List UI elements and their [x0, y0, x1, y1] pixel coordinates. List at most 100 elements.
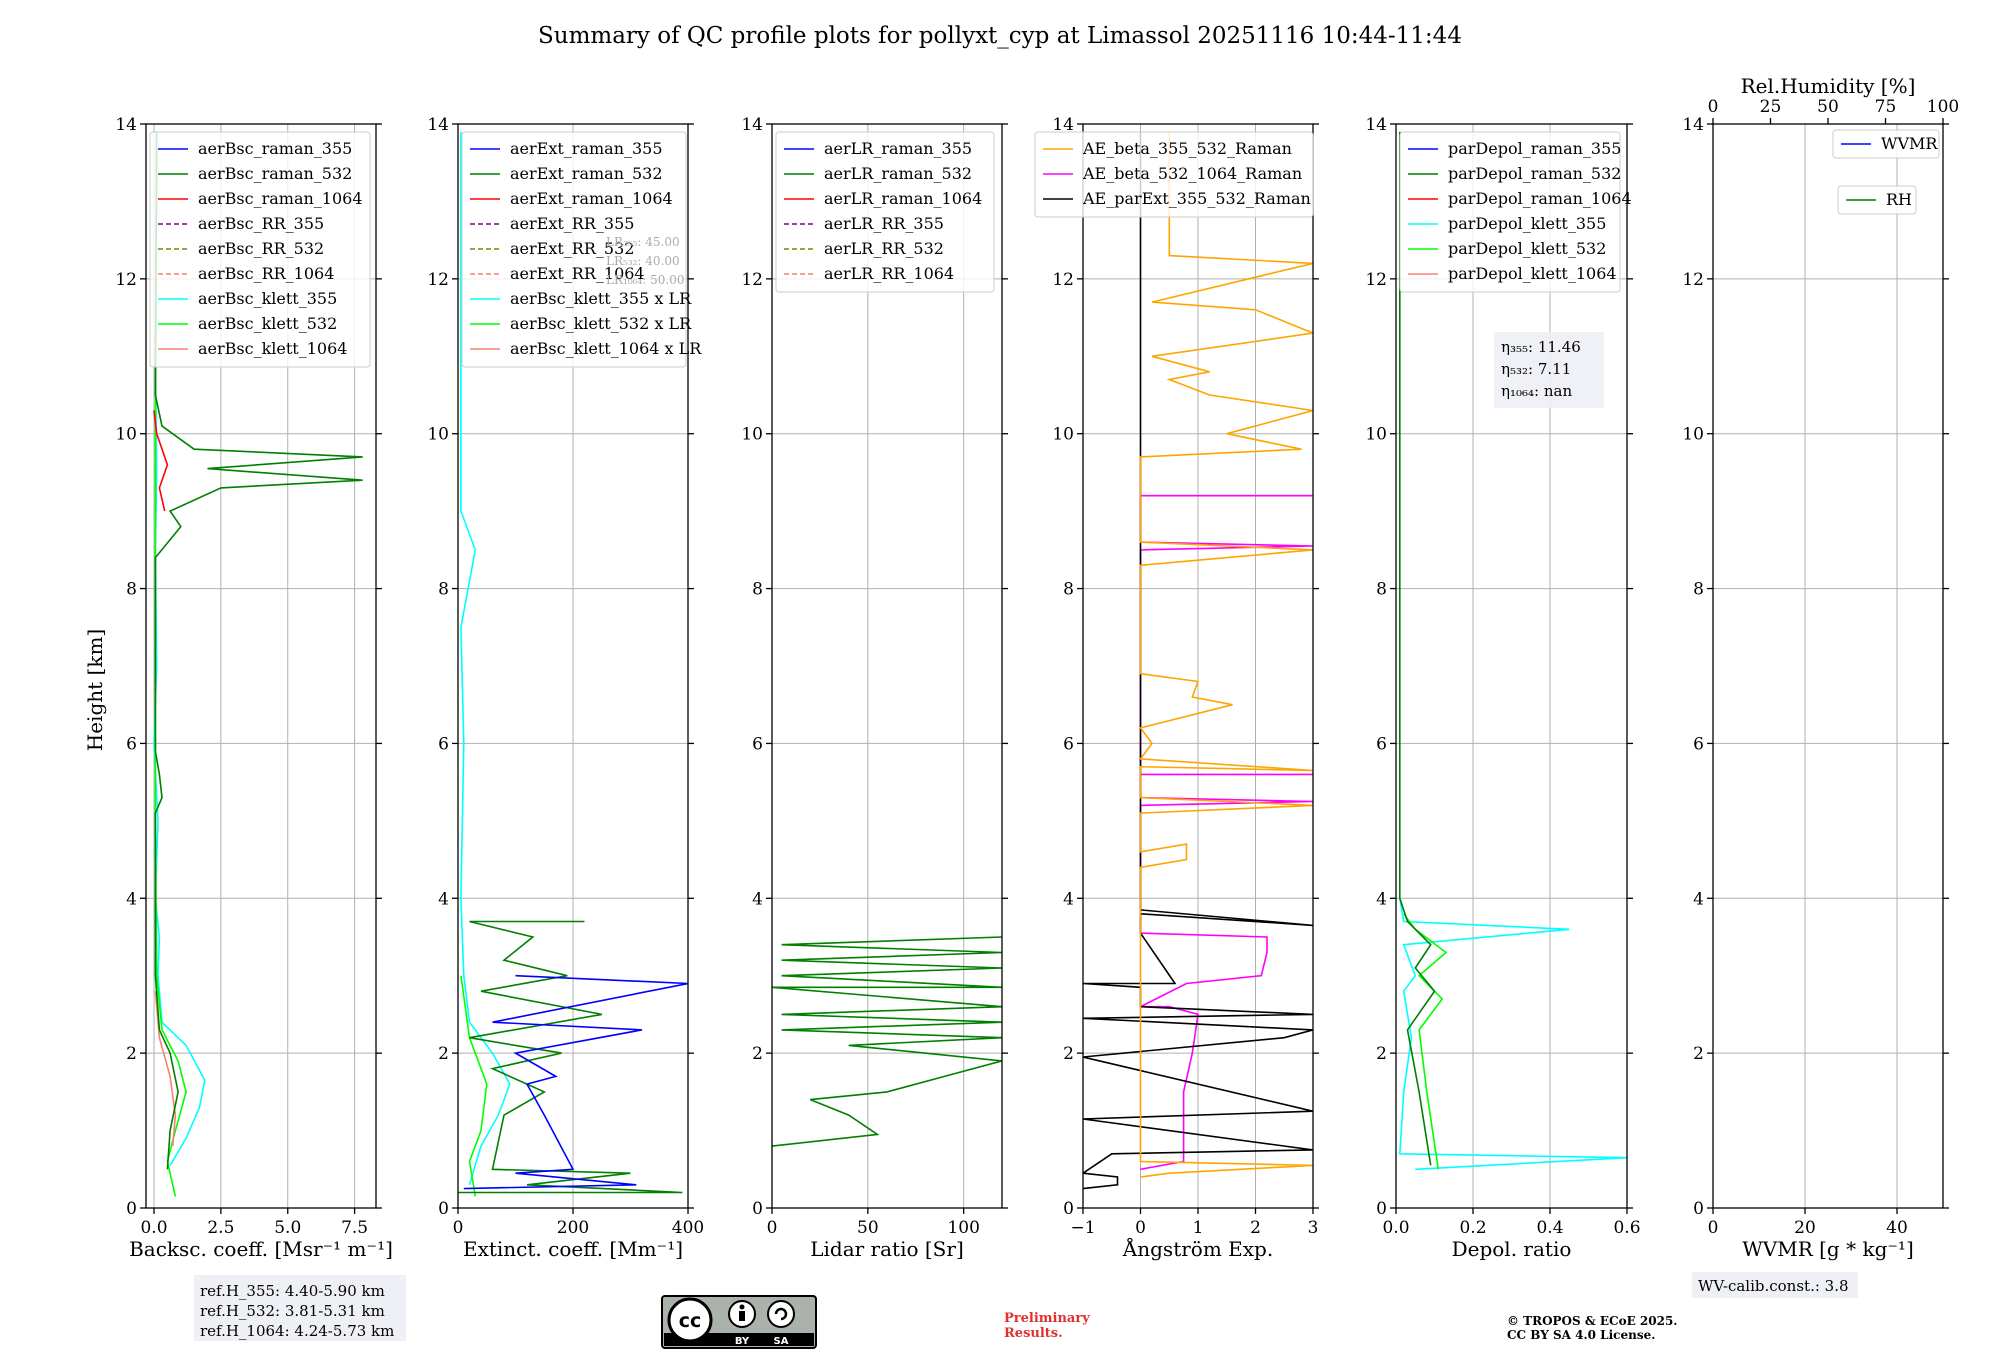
series-line-aerBsc_raman_1064 — [153, 410, 169, 512]
x-tick-label: 3 — [1308, 1218, 1319, 1238]
legend-label: aerLR_RR_532 — [824, 239, 944, 258]
y-tick-label: 0 — [1063, 1199, 1074, 1219]
y-tick-label: 14 — [1365, 115, 1387, 135]
y-tick-label: 0 — [1376, 1199, 1387, 1219]
x-axis-label: Backsc. coeff. [Msr⁻¹ m⁻¹] — [129, 1237, 393, 1261]
axes-frame — [1712, 123, 1944, 1209]
by-person-icon — [739, 1304, 745, 1310]
wv-calib-text: WV-calib.const.: 3.8 — [1698, 1277, 1849, 1295]
x-tick-label: 20 — [1794, 1218, 1816, 1238]
y-tick-label: 2 — [126, 1044, 137, 1064]
y-tick-label: 0 — [126, 1199, 137, 1219]
legend-label: parDepol_klett_355 — [1448, 214, 1606, 233]
preliminary-text-1: Preliminary — [1004, 1311, 1090, 1326]
legend-box — [149, 131, 371, 368]
y-tick-label: 10 — [427, 425, 449, 445]
legend-label: AE_parExt_355_532_Raman — [1082, 189, 1311, 208]
legend-label: parDepol_klett_532 — [1448, 239, 1606, 258]
y-tick-label: 0 — [752, 1199, 763, 1219]
top-x-tick-label: 50 — [1817, 97, 1839, 117]
top-x-tick-label: 0 — [1708, 97, 1719, 117]
x-tick-label: 0 — [1135, 1218, 1146, 1238]
y-tick-label: 14 — [1052, 115, 1074, 135]
x-tick-label: 5.0 — [274, 1218, 301, 1238]
y-tick-label: 14 — [115, 115, 137, 135]
y-tick-label: 10 — [1682, 425, 1704, 445]
y-tick-label: 8 — [752, 580, 763, 600]
legend-label: aerBsc_RR_532 — [198, 239, 324, 258]
x-tick-label: 40 — [1886, 1218, 1908, 1238]
x-axis-label: Depol. ratio — [1452, 1237, 1572, 1261]
axes-frame — [145, 123, 377, 1209]
y-tick-label: 14 — [427, 115, 449, 135]
y-tick-label: 12 — [1365, 270, 1387, 290]
x-tick-label: 0 — [453, 1218, 464, 1238]
y-tick-label: 6 — [438, 734, 449, 754]
series-line-aerBsc_klett_355 x LR — [460, 131, 511, 1186]
ref-height-355: ref.H_355: 4.40-5.90 km — [200, 1282, 385, 1300]
series-line-parDepol_klett_355 — [1398, 898, 1627, 1171]
top-x-tick-label: 25 — [1760, 97, 1782, 117]
y-tick-label: 8 — [1376, 580, 1387, 600]
legend-label: aerLR_RR_355 — [824, 214, 944, 233]
x-tick-label: 1 — [1193, 1218, 1204, 1238]
y-tick-label: 12 — [115, 270, 137, 290]
by-label: BY — [735, 1336, 750, 1347]
x-tick-label: 200 — [557, 1218, 589, 1238]
copyright-line-2: CC BY SA 4.0 License. — [1507, 1328, 1655, 1342]
legend-label: parDepol_raman_532 — [1448, 164, 1621, 183]
legend-label: aerBsc_raman_355 — [198, 139, 352, 158]
series-line-parDepol_raman_532 — [1399, 131, 1436, 1166]
x-tick-label: 0 — [767, 1218, 778, 1238]
y-tick-label: 10 — [1052, 425, 1074, 445]
legend-label: aerBsc_klett_355 — [198, 289, 337, 308]
cc-license-logo: cc BY SA — [661, 1295, 817, 1349]
legend-label: parDepol_raman_355 — [1448, 139, 1621, 158]
x-tick-label: −1 — [1070, 1218, 1095, 1238]
x-tick-label: 0.6 — [1613, 1218, 1640, 1238]
y-tick-label: 6 — [1693, 734, 1704, 754]
legend-label: aerBsc_klett_532 — [198, 314, 337, 333]
x-tick-label: 0.2 — [1459, 1218, 1486, 1238]
lr-label: LR₅₃₂: 40.00 — [606, 254, 680, 268]
x-tick-label: 50 — [857, 1218, 879, 1238]
y-tick-label: 10 — [1365, 425, 1387, 445]
legend-label: parDepol_klett_1064 — [1448, 264, 1617, 283]
legend-label: aerExt_raman_532 — [510, 164, 663, 183]
y-tick-label: 8 — [126, 580, 137, 600]
y-tick-label: 2 — [438, 1044, 449, 1064]
y-tick-label: 8 — [1693, 580, 1704, 600]
y-tick-label: 2 — [1376, 1044, 1387, 1064]
legend-label: aerExt_RR_532 — [510, 239, 634, 258]
legend-box — [1837, 185, 1917, 215]
wv-calib-box: WV-calib.const.: 3.8 — [1692, 1272, 1858, 1298]
legend-box — [775, 131, 995, 293]
y-tick-label: 4 — [1063, 889, 1074, 909]
eta-label: η₅₃₂: 7.11 — [1501, 360, 1571, 378]
x-tick-label: 2 — [1250, 1218, 1261, 1238]
y-tick-label: 10 — [115, 425, 137, 445]
series-line-AE_beta_532_1064_Raman — [1139, 494, 1313, 1171]
x-axis-label: Ångström Exp. — [1122, 1236, 1273, 1261]
copyright-line-1: © TROPOS & ECoE 2025. — [1507, 1314, 1677, 1328]
legend-label: aerBsc_klett_355 x LR — [510, 289, 692, 308]
x-tick-label: 0.4 — [1536, 1218, 1563, 1238]
legend-label: aerBsc_klett_1064 x LR — [510, 339, 702, 358]
y-tick-label: 4 — [438, 889, 449, 909]
axes-frame — [771, 123, 1003, 1209]
legend-label: AE_beta_532_1064_Raman — [1082, 164, 1302, 183]
legend-label: aerExt_raman_355 — [510, 139, 663, 158]
y-tick-label: 4 — [1693, 889, 1704, 909]
series-line-aerExt_raman_355 — [463, 974, 688, 1190]
legend-label: aerBsc_klett_1064 — [198, 339, 347, 358]
legend-label: aerLR_raman_1064 — [824, 189, 982, 208]
figure-title: Summary of QC profile plots for pollyxt_… — [538, 23, 1462, 49]
y-tick-label: 6 — [1376, 734, 1387, 754]
ref-height-532: ref.H_532: 3.81-5.31 km — [200, 1302, 385, 1320]
top-axis-label: Rel.Humidity [%] — [1741, 74, 1916, 98]
top-x-tick-label: 75 — [1875, 97, 1897, 117]
series-line-aerBsc_raman_532 — [154, 131, 363, 1170]
